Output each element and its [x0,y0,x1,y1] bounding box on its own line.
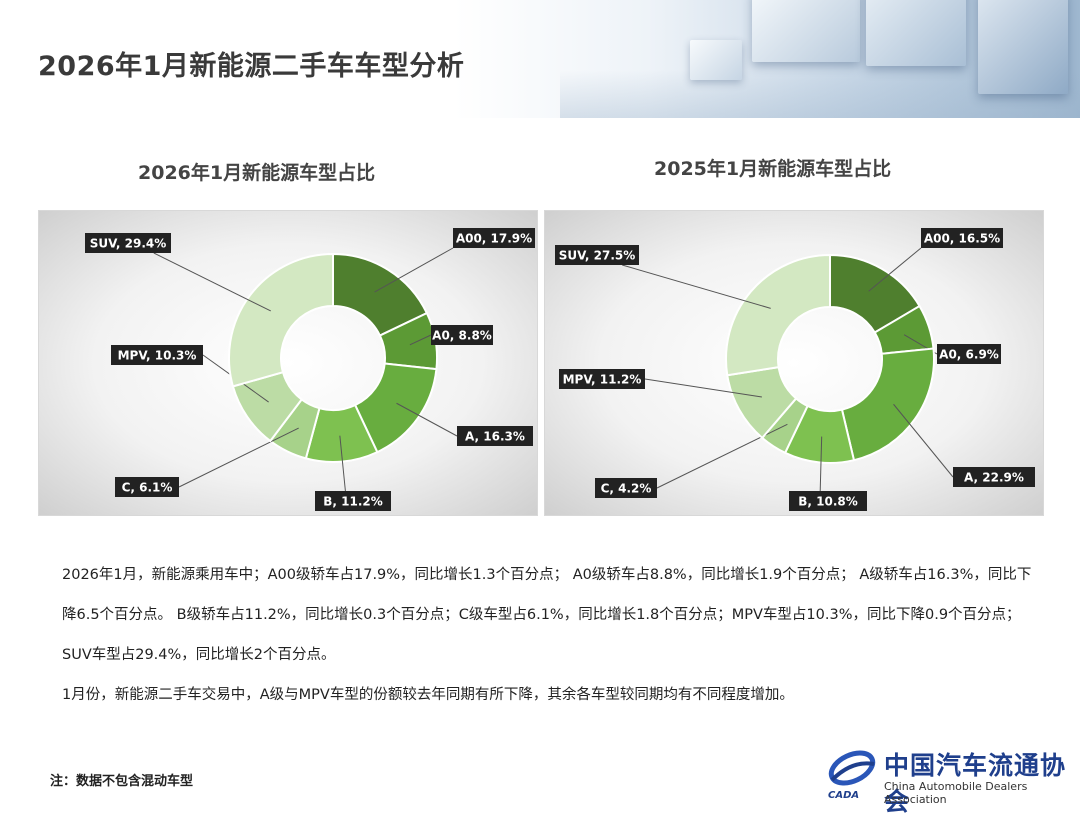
donut-slice-a [840,347,935,462]
data-label-a: A, 22.9% [964,471,1024,485]
donut-chart-2025: A00, 16.5% A0, 6.9% A, 22.9% B, 10.8% C, 4.2… [555,228,1035,511]
leader-line [868,247,922,292]
footnote: 注：数据不包含混动车型 [50,774,194,789]
data-label-box [953,467,1035,487]
banner-cube [752,0,860,62]
data-label-b: B, 11.2% [323,495,383,509]
banner-cube [978,0,1068,94]
data-label-box [595,478,657,498]
chart-panel-2025: A00, 16.5% A0, 6.9% A, 22.9% B, 10.8% C, 4.2… [544,210,1044,516]
chart-title-2025: 2025年1月新能源车型占比 [654,158,892,180]
data-label-box [921,228,1003,248]
chart-panel-2026: A00, 17.9% A0, 8.8% A, 16.3% B, 11.2% C, 6.1… [38,210,538,516]
banner-cube [866,0,966,66]
donut-chart-2026: A00, 17.9% A0, 8.8% A, 16.3% B, 11.2% C, 6.1… [85,228,535,511]
page-title: 2026年1月新能源二手车车型分析 [38,51,465,82]
data-label-suv: SUV, 27.5% [559,249,636,263]
leader-line [396,402,458,437]
donut-slice-suv [228,252,334,388]
banner-cube [690,40,742,80]
donut-slice-suv [725,253,831,377]
data-label-box [457,426,533,446]
data-label-mpv: MPV, 10.3% [118,349,197,363]
logo-name-en: China Automobile Dealers Association [884,780,1028,806]
data-label-box [85,233,171,253]
data-label-c: C, 4.2% [601,482,652,496]
data-label-box [111,345,203,365]
leader-line [819,436,823,492]
data-label-box [555,245,639,265]
leader-line [153,252,271,312]
data-label-box [559,369,645,389]
data-label-b: B, 10.8% [798,495,858,509]
leader-line [893,403,954,478]
data-label-box [431,325,493,345]
leader-line [374,247,454,293]
data-label-mpv: MPV, 11.2% [563,373,642,387]
data-label-box [789,491,867,511]
leader-line [644,378,762,398]
data-label-c: C, 6.1% [122,481,173,495]
analysis-paragraph-2: 1月份，新能源二手车交易中，A级与MPV车型的份额较去年同期有所下降，其余各车型… [62,687,794,703]
data-label-box [453,228,535,248]
chart-title-2026: 2026年1月新能源车型占比 [138,162,376,184]
cada-emblem-icon: CADA [828,750,876,801]
leader-line [622,264,771,309]
data-label-a0: A0, 6.9% [939,348,999,362]
header-banner: 2026年1月新能源二手车车型分析 [0,0,1080,118]
data-label-a0: A0, 8.8% [432,329,492,343]
data-label-box [937,344,1001,364]
data-label-suv: SUV, 29.4% [90,237,167,251]
data-label-a: A, 16.3% [465,430,525,444]
data-label-a00: A00, 17.9% [456,232,532,246]
analysis-paragraph-1: 2026年1月，新能源乘用车中；A00级轿车占17.9%，同比增长1.3个百分点… [62,567,1032,663]
svg-text:CADA: CADA [828,790,859,801]
analysis-text: 2026年1月，新能源乘用车中；A00级轿车占17.9%，同比增长1.3个百分点… [62,555,1042,715]
leader-line [339,435,346,492]
data-label-box [315,491,391,511]
leader-line [409,334,432,346]
data-label-a00: A00, 16.5% [924,232,1000,246]
leader-line [178,427,299,488]
leader-line [656,423,788,489]
cada-logo: CADA 中国汽车流通协会 China Automobile Dealers A… [822,742,1072,816]
data-label-box [115,477,179,497]
